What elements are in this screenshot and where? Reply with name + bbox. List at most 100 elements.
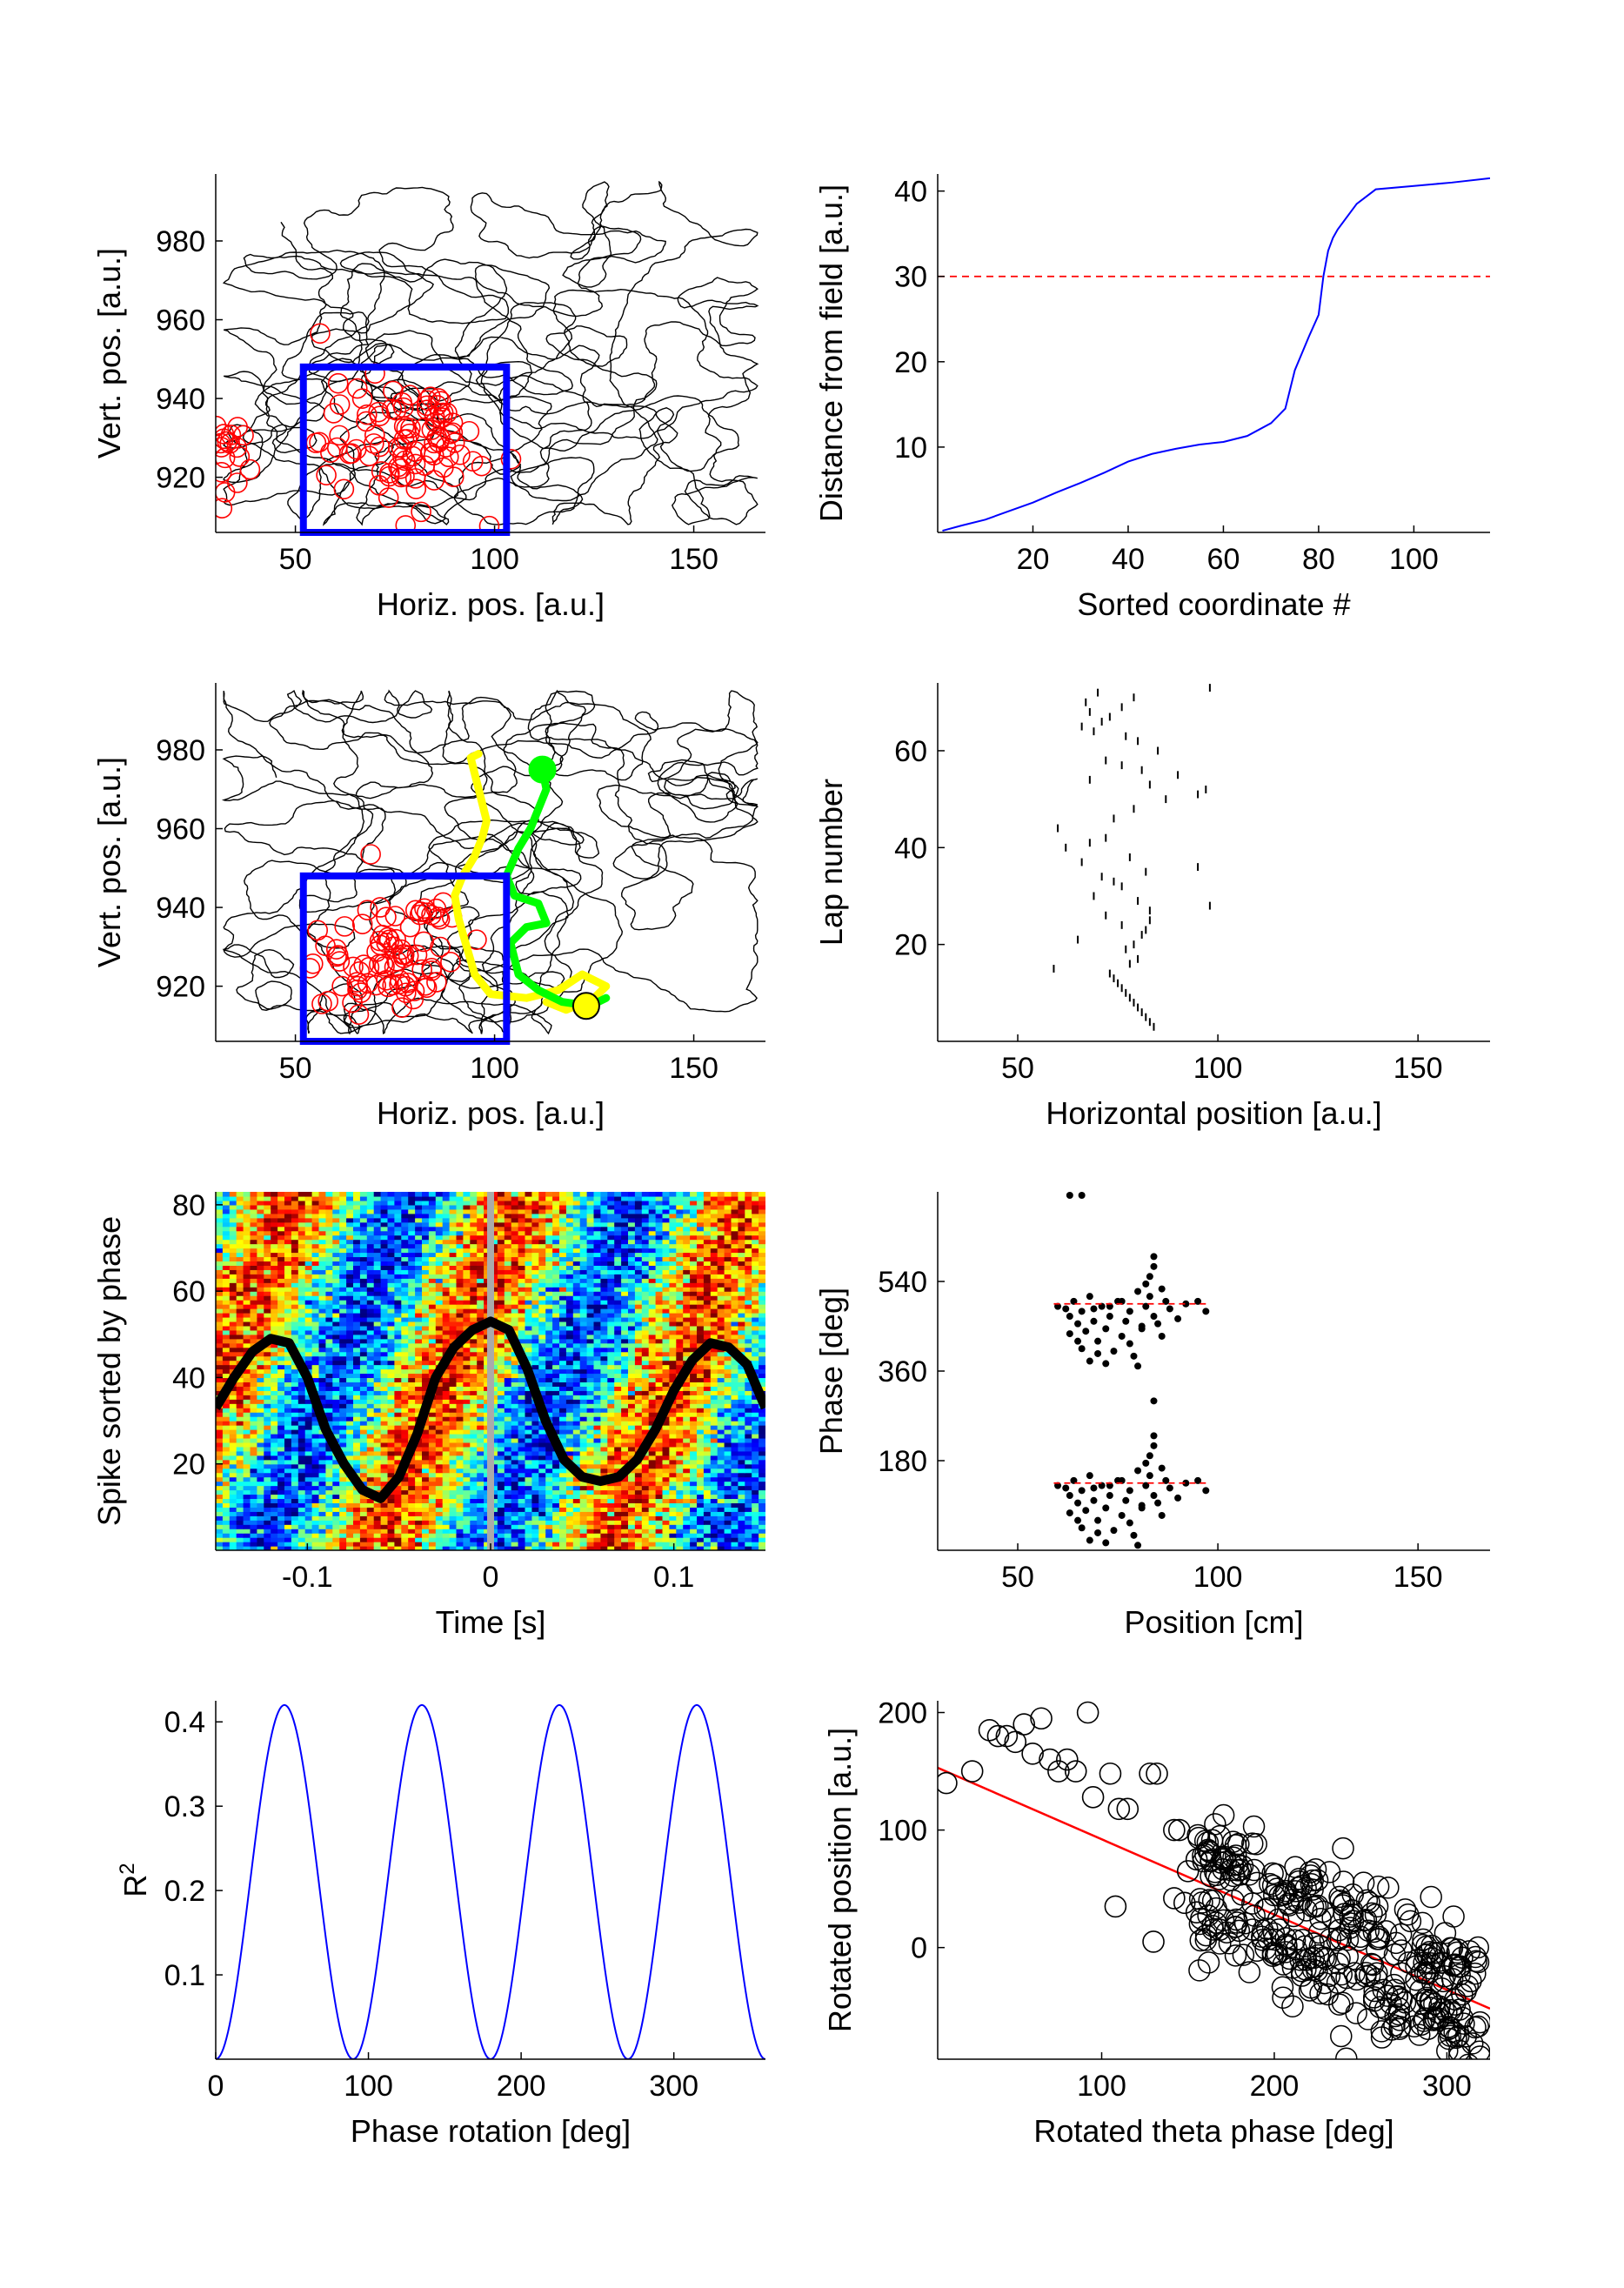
heatmap-cell bbox=[229, 1347, 237, 1353]
heatmap-cell bbox=[229, 1364, 237, 1370]
heatmap-cell bbox=[264, 1542, 271, 1547]
heatmap-cell bbox=[738, 1515, 745, 1521]
heatmap-cell bbox=[525, 1390, 532, 1395]
heatmap-cell bbox=[676, 1300, 684, 1305]
spike-marker bbox=[329, 425, 350, 446]
heatmap-cell bbox=[463, 1364, 471, 1370]
heatmap-cell bbox=[497, 1381, 505, 1387]
heatmap-cell bbox=[332, 1338, 340, 1344]
heatmap-cell bbox=[497, 1455, 505, 1461]
heatmap-cell bbox=[428, 1489, 437, 1495]
heatmap-cell bbox=[304, 1463, 313, 1469]
heatmap-cell bbox=[401, 1395, 409, 1400]
heatmap-cell bbox=[545, 1502, 553, 1508]
heatmap-cell bbox=[648, 1360, 657, 1366]
heatmap-cell bbox=[565, 1481, 574, 1487]
heatmap-cell bbox=[731, 1429, 738, 1435]
heatmap-cell bbox=[697, 1395, 705, 1400]
heatmap-cell bbox=[497, 1316, 505, 1322]
heatmap-cell bbox=[394, 1304, 402, 1309]
heatmap-cell bbox=[683, 1329, 691, 1335]
heatmap-cell bbox=[408, 1304, 416, 1309]
heatmap-cell bbox=[648, 1342, 657, 1348]
heatmap-cell bbox=[731, 1399, 738, 1404]
heatmap-cell bbox=[401, 1446, 409, 1452]
heatmap-cell bbox=[415, 1338, 423, 1344]
heatmap-cell bbox=[634, 1542, 643, 1547]
heatmap-cell bbox=[380, 1524, 389, 1529]
heatmap-cell bbox=[442, 1381, 451, 1387]
heatmap-cell bbox=[394, 1520, 402, 1525]
heatmap-cell bbox=[545, 1403, 553, 1408]
heatmap-cell bbox=[346, 1325, 354, 1331]
heatmap-cell bbox=[662, 1507, 670, 1512]
heatmap-cell bbox=[525, 1300, 532, 1305]
heatmap-cell bbox=[373, 1546, 382, 1550]
heatmap-cell bbox=[724, 1450, 732, 1456]
heatmap-cell bbox=[304, 1412, 313, 1417]
heatmap-cell bbox=[621, 1489, 629, 1495]
heatmap-cell bbox=[738, 1408, 745, 1413]
heatmap-cell bbox=[422, 1537, 430, 1542]
heatmap-cell bbox=[504, 1507, 512, 1512]
heatmap-cell bbox=[264, 1421, 271, 1426]
heatmap-cell bbox=[366, 1347, 375, 1353]
heatmap-cell bbox=[531, 1312, 539, 1318]
heatmap-cell bbox=[669, 1360, 677, 1366]
heatmap-cell bbox=[717, 1421, 725, 1426]
heatmap-cell bbox=[415, 1489, 423, 1495]
heatmap-cell bbox=[738, 1450, 745, 1456]
heatmap-cell bbox=[284, 1312, 292, 1318]
heatmap-cell bbox=[759, 1442, 765, 1448]
heatmap-cell bbox=[346, 1381, 354, 1387]
heatmap-cell bbox=[579, 1520, 588, 1525]
heatmap-cell bbox=[614, 1468, 622, 1474]
heatmap-cell bbox=[641, 1498, 650, 1503]
heatmap-cell bbox=[655, 1468, 664, 1474]
heatmap-cell bbox=[697, 1494, 705, 1500]
heatmap-cell bbox=[531, 1524, 539, 1529]
heatmap-cell bbox=[545, 1360, 553, 1366]
heatmap-cell bbox=[518, 1325, 526, 1331]
heatmap-cell bbox=[538, 1355, 546, 1361]
heatmap-cell bbox=[284, 1494, 292, 1500]
heatmap-cell bbox=[401, 1368, 409, 1375]
heatmap-cell bbox=[662, 1351, 670, 1357]
heatmap-cell bbox=[284, 1437, 292, 1443]
heatmap-cell bbox=[463, 1321, 471, 1327]
heatmap-cell bbox=[497, 1502, 505, 1508]
heatmap-cell bbox=[572, 1355, 581, 1361]
heatmap-cell bbox=[731, 1520, 738, 1525]
heatmap-cell bbox=[697, 1325, 705, 1331]
heatmap-cell bbox=[264, 1408, 271, 1413]
heatmap-cell bbox=[250, 1386, 257, 1391]
heatmap-cell bbox=[745, 1334, 752, 1340]
heatmap-cell bbox=[311, 1455, 320, 1461]
heatmap-cell bbox=[552, 1377, 560, 1383]
heatmap-cell bbox=[366, 1455, 375, 1461]
heatmap-cell bbox=[380, 1308, 389, 1314]
heatmap-cell bbox=[366, 1529, 375, 1534]
heatmap-cell bbox=[380, 1368, 389, 1375]
heatmap-cell bbox=[332, 1347, 340, 1353]
heatmap-cell bbox=[621, 1325, 629, 1331]
heatmap-cell bbox=[683, 1455, 691, 1461]
heatmap-cell bbox=[572, 1489, 581, 1495]
heatmap-cell bbox=[346, 1338, 354, 1344]
heatmap-cell bbox=[690, 1463, 698, 1469]
heatmap-cell bbox=[683, 1347, 691, 1353]
heatmap-cell bbox=[271, 1425, 278, 1430]
heatmap-cell bbox=[641, 1300, 650, 1305]
heatmap-cell bbox=[731, 1386, 738, 1391]
distance-curve bbox=[942, 177, 1490, 532]
heatmap-cell bbox=[435, 1476, 444, 1482]
heatmap-cell bbox=[304, 1316, 313, 1322]
heatmap-cell bbox=[318, 1390, 326, 1395]
heatmap-cell bbox=[579, 1468, 588, 1474]
heatmap-cell bbox=[710, 1537, 718, 1542]
spike-marker bbox=[338, 443, 360, 465]
heatmap-cell bbox=[586, 1429, 595, 1435]
heatmap-cell bbox=[759, 1364, 765, 1370]
heatmap-cell bbox=[435, 1395, 444, 1400]
heatmap-cell bbox=[373, 1342, 382, 1348]
